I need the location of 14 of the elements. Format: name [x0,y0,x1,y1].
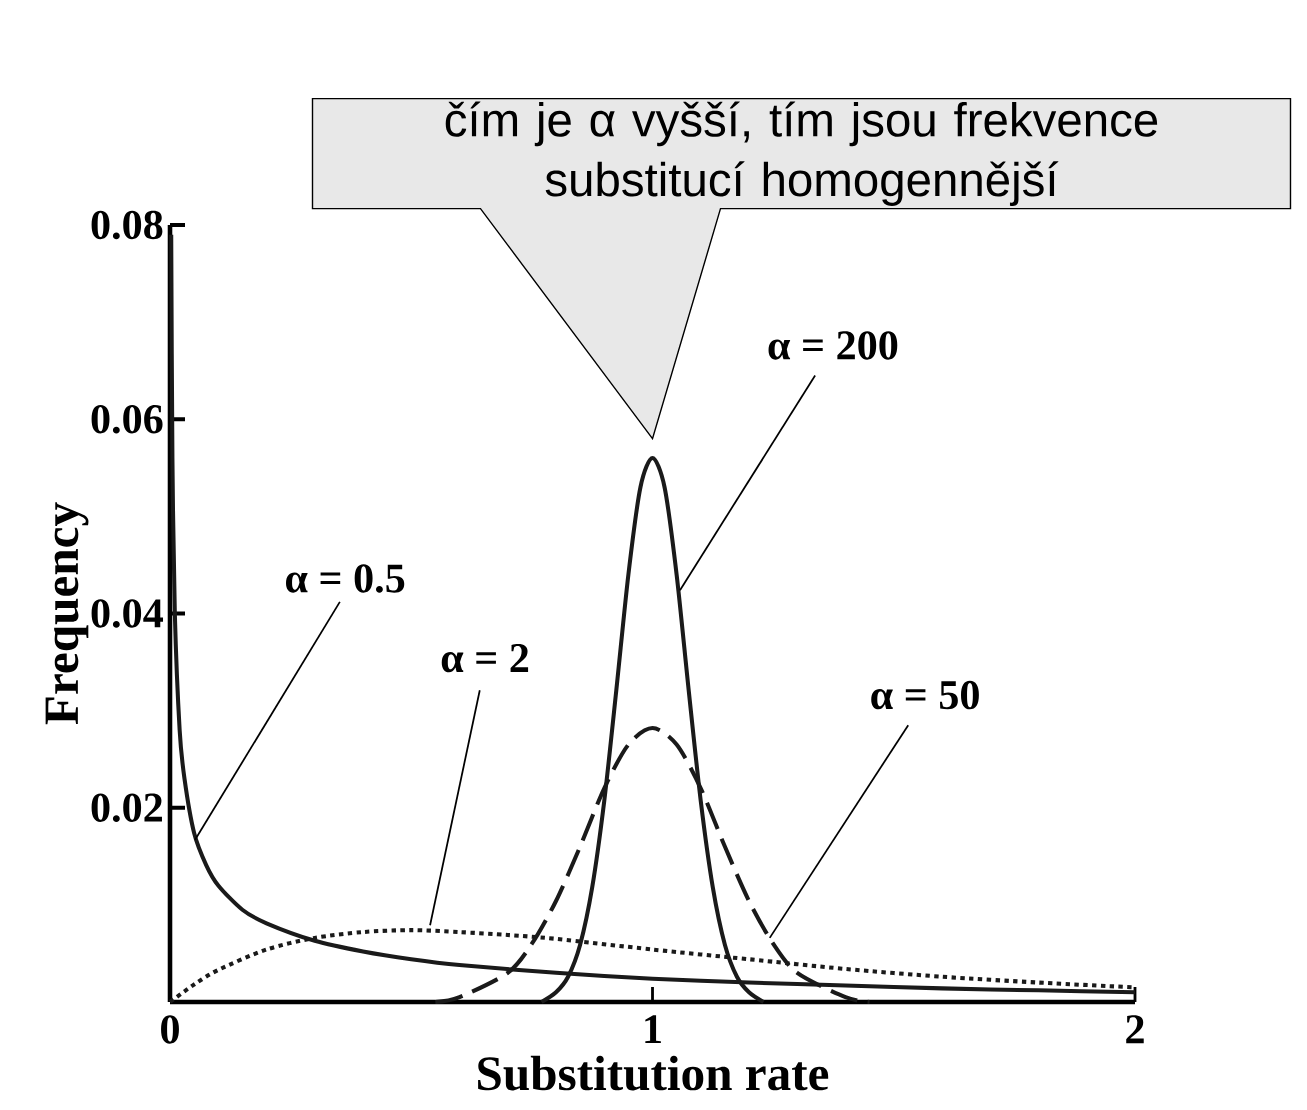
y-tick-label: 0.04 [91,599,164,628]
text: α = 2 [441,644,529,673]
y-axis-title: Frequency [45,502,89,725]
x-tick-label: 2 [1126,1015,1144,1044]
text: α = 200 [768,331,898,360]
y-tick-label: 0.06 [91,404,163,434]
text: α = 50 [871,680,979,710]
x-tick-label: 1 [645,1015,661,1044]
y-tick-label: 0.08 [91,210,163,240]
text: α = 0.5 [286,564,405,593]
text: čím je α vyšší, tím jsou frekvence substitucí homogennější [445,101,1158,206]
x-axis-title: Substitution rate [478,1055,829,1091]
y-tick-label: 0.02 [91,793,162,823]
x-tick-label: 0 [161,1015,179,1044]
